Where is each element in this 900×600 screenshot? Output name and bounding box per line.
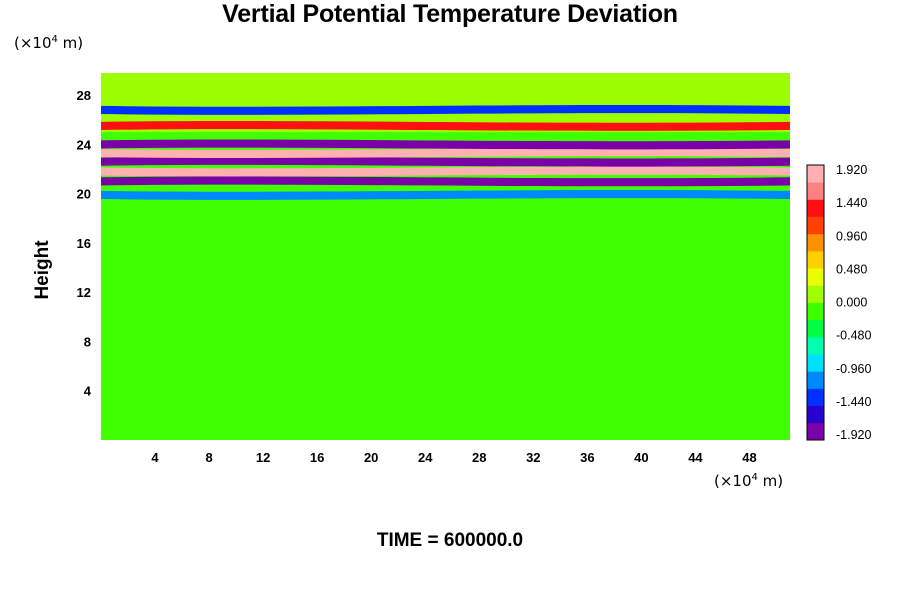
- x-tick-label: 44: [688, 450, 703, 465]
- colorbar-swatch: [807, 354, 824, 372]
- x-tick-label: 8: [205, 450, 212, 465]
- colorbar-swatch: [807, 405, 824, 424]
- colorbar-tick-label: 0.480: [836, 262, 867, 276]
- colorbar: 1.920 1.440 0.960 0.480 0.000 -0.480 -0.960 -1.…: [806, 163, 871, 442]
- colorbar-swatch: [807, 199, 824, 217]
- x-tick-label: 32: [526, 450, 540, 465]
- colorbar-swatch: [807, 233, 824, 252]
- y-axis-ticks: 4 8 12 16 20 24 28: [77, 88, 92, 399]
- y-tick-label: 16: [77, 236, 91, 251]
- colorbar-swatch: [807, 182, 824, 200]
- field-band: [101, 189, 790, 200]
- x-axis-unit: (×104 m): [714, 472, 783, 490]
- colorbar-tick-label: -0.960: [836, 362, 871, 376]
- x-tick-label: 28: [472, 450, 486, 465]
- field-band: [101, 139, 790, 150]
- colorbar-swatch: [807, 388, 824, 407]
- field-background: [101, 73, 790, 440]
- y-tick-label: 28: [77, 88, 91, 103]
- colorbar-tick-label: -1.920: [836, 428, 871, 442]
- colorbar-swatch: [807, 268, 824, 286]
- x-tick-label: 24: [418, 450, 433, 465]
- colorbar-tick-label: 0.000: [836, 296, 867, 310]
- colorbar-swatch: [807, 422, 824, 441]
- y-unit-suffix: m): [57, 34, 84, 52]
- field-band: [101, 121, 790, 131]
- y-tick-label: 4: [84, 384, 92, 399]
- chart-title: Vertial Potential Temperature Deviation: [222, 0, 678, 28]
- field-band: [101, 148, 790, 158]
- colorbar-swatch: [807, 371, 824, 389]
- x-unit-prefix: (×10: [714, 472, 752, 490]
- colorbar-tick-label: -0.480: [836, 329, 871, 343]
- x-tick-label: 40: [634, 450, 648, 465]
- y-tick-label: 8: [84, 334, 91, 349]
- y-tick-label: 24: [77, 137, 92, 152]
- x-tick-label: 48: [742, 450, 756, 465]
- x-tick-label: 36: [580, 450, 594, 465]
- time-label: TIME = 600000.0: [376, 530, 524, 551]
- x-unit-exponent: 4: [751, 472, 758, 483]
- colorbar-swatch: [807, 216, 824, 235]
- colorbar-swatch: [807, 319, 824, 338]
- x-tick-label: 20: [364, 450, 378, 465]
- y-axis-unit: (×104 m): [14, 34, 83, 52]
- x-tick-label: 4: [151, 450, 159, 465]
- field-band: [101, 156, 790, 167]
- x-axis-ticks: 4 8 12 16 20 24 28 32 36 40 44 48: [151, 450, 756, 465]
- colorbar-swatch: [807, 336, 824, 355]
- x-tick-label: 16: [310, 450, 324, 465]
- x-tick-label: 12: [256, 450, 270, 465]
- x-unit-suffix: m): [757, 472, 784, 490]
- colorbar-frame: [806, 164, 825, 441]
- colorbar-tick-label: 1.920: [836, 163, 867, 177]
- field-band: [101, 105, 790, 115]
- colorbar-tick-label: -1.440: [836, 395, 871, 409]
- y-tick-label: 12: [77, 285, 91, 300]
- field-band: [101, 166, 790, 177]
- colorbar-swatch: [807, 302, 824, 321]
- colorbar-swatch: [807, 165, 824, 183]
- plot-area: [101, 73, 790, 440]
- colorbar-swatch: [807, 285, 824, 303]
- colorbar-swatch: [807, 250, 824, 269]
- y-unit-exponent: 4: [51, 34, 58, 45]
- field-band: [101, 176, 790, 187]
- colorbar-tick-label: 0.960: [836, 229, 867, 243]
- y-unit-prefix: (×10: [14, 34, 52, 52]
- colorbar-tick-label: 1.440: [836, 196, 867, 210]
- y-tick-label: 20: [77, 187, 91, 202]
